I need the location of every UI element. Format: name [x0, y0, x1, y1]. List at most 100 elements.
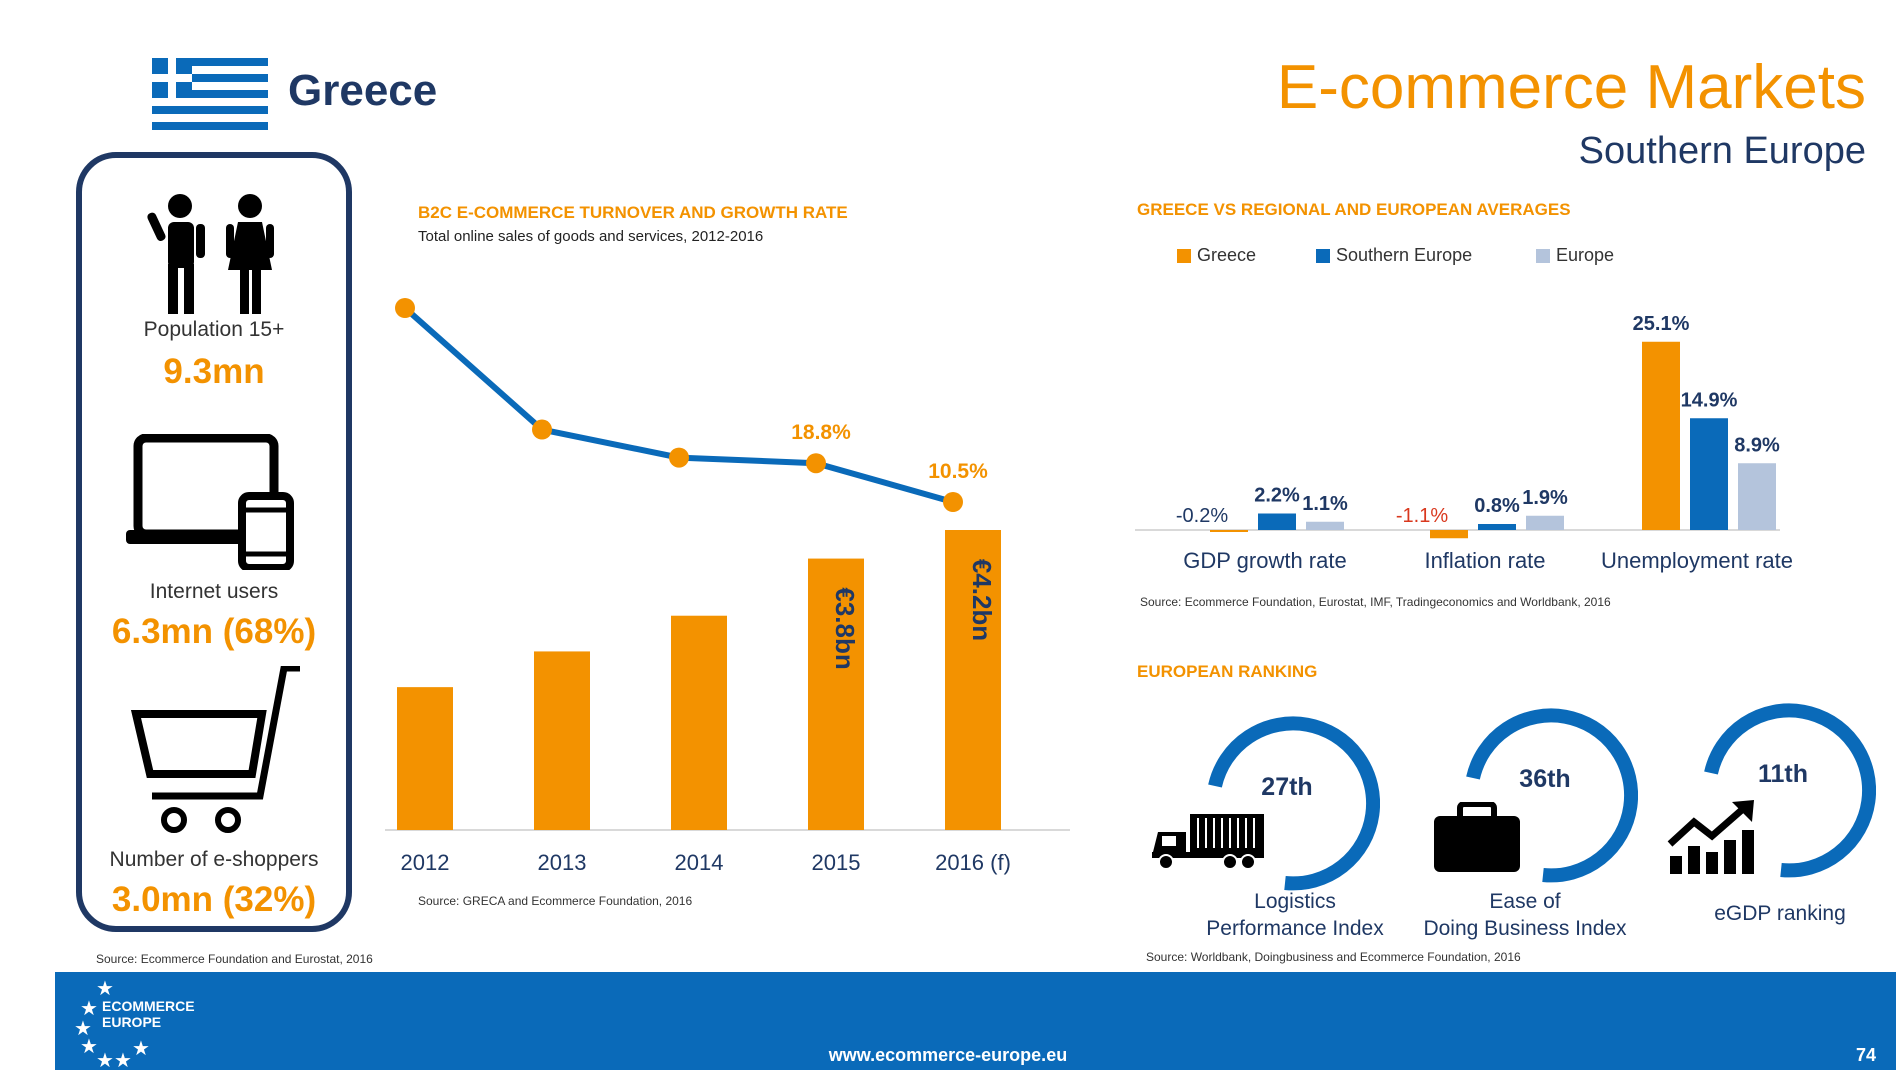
- rank-logistics: 27th: [1261, 773, 1313, 801]
- averages-bar-Greece: [1210, 530, 1248, 532]
- internet-users-value: 6.3mn (68%): [111, 612, 317, 651]
- population-value: 9.3mn: [163, 352, 265, 391]
- averages-bar-Europe: [1306, 521, 1344, 530]
- averages-category-label: Inflation rate: [1424, 548, 1545, 573]
- rank-doing-business: 36th: [1519, 765, 1571, 793]
- growth-rate-point: [532, 419, 552, 440]
- svg-text:★: ★: [114, 1048, 132, 1067]
- averages-bar-Southern Europe: [1690, 418, 1728, 530]
- averages-chart: -0.2% 2.2% 1.1% GDP growth rate -1.1% 0.8% 1.9…: [1135, 313, 1793, 573]
- shopping-cart-icon: [130, 666, 300, 833]
- turnover-bar-2015: [808, 558, 864, 830]
- turnover-x-tick: 2013: [538, 850, 587, 875]
- stats-panel: [76, 152, 352, 932]
- averages-bar-Greece: [1642, 341, 1680, 530]
- turnover-bar-label: €3.8bn: [830, 587, 860, 669]
- growth-rate-point: [943, 492, 963, 512]
- growth-rate-label: 18.8%: [791, 421, 851, 444]
- turnover-chart-title: B2C E-COMMERCE TURNOVER AND GROWTH RATE: [418, 203, 848, 222]
- growth-rate-point: [395, 298, 415, 318]
- e-shoppers-label: Number of e-shoppers: [109, 848, 319, 871]
- averages-bar-Greece: [1430, 530, 1468, 539]
- svg-text:★: ★: [80, 996, 98, 1020]
- ranking-label-logistics-2: Performance Index: [1206, 917, 1384, 940]
- svg-text:★: ★: [96, 976, 114, 1000]
- turnover-chart-subtitle: Total online sales of goods and services…: [418, 228, 764, 245]
- growth-rate-line: [403, 305, 954, 505]
- turnover-bar-2014: [671, 615, 727, 830]
- growth-rate-point: [669, 447, 689, 468]
- footer-url[interactable]: www.ecommerce-europe.eu: [828, 1045, 1068, 1065]
- page-number: 74: [1855, 1045, 1876, 1065]
- ranking-ring-egdp: [1704, 703, 1876, 878]
- averages-value-label: 2.2%: [1254, 485, 1300, 507]
- averages-category-label: Unemployment rate: [1601, 548, 1793, 573]
- averages-category-label: GDP growth rate: [1183, 548, 1346, 573]
- footer-bar: [55, 972, 1896, 1070]
- logo-text-line2: EUROPE: [102, 1014, 162, 1030]
- ranking-label-logistics-1: Logistics: [1254, 890, 1336, 913]
- legend-label-greece: Greece: [1197, 245, 1257, 265]
- devices-icon: [126, 434, 294, 570]
- averages-bar-Southern Europe: [1258, 513, 1296, 530]
- country-title: Greece: [288, 66, 438, 115]
- averages-value-label: 1.1%: [1302, 493, 1348, 515]
- briefcase-icon: [1434, 802, 1520, 872]
- ecommerce-europe-stars-icon: ★★★ ★★ ★ ★: [74, 976, 150, 1067]
- population-label: Population 15+: [143, 318, 285, 341]
- legend-swatch-europe: [1536, 248, 1550, 263]
- averages-bar-Europe: [1526, 515, 1564, 530]
- turnover-x-tick: 2014: [675, 850, 724, 875]
- page-title: E-commerce Markets: [1276, 53, 1866, 122]
- legend-label-europe: Europe: [1556, 245, 1615, 265]
- truck-icon: [1152, 814, 1264, 870]
- averages-value-label: -0.2%: [1176, 505, 1228, 527]
- stats-source: Source: Ecommerce Foundation and Eurosta…: [96, 952, 373, 966]
- greece-flag-icon: [152, 58, 268, 130]
- legend-swatch-greece: [1177, 248, 1191, 263]
- growth-rate-point: [806, 453, 826, 474]
- legend-label-southern-europe: Southern Europe: [1336, 245, 1473, 265]
- averages-value-label: 0.8%: [1474, 495, 1520, 517]
- averages-value-label: 8.9%: [1734, 434, 1780, 456]
- growth-rate-label: 10.5%: [928, 460, 988, 483]
- e-shoppers-value: 3.0mn (32%): [111, 880, 317, 919]
- internet-users-label: Internet users: [149, 580, 279, 603]
- page-subtitle: Southern Europe: [1578, 130, 1866, 172]
- legend-greece: Greece: [1177, 245, 1256, 266]
- turnover-chart: 2012 2013 2014 2015 €3.8bn 2016 (f) €4.2bn 18.8…: [385, 298, 1070, 875]
- svg-text:★: ★: [96, 1048, 114, 1067]
- turnover-bar-label: €4.2bn: [967, 559, 997, 641]
- ranking-source: Source: Worldbank, Doingbusiness and Eco…: [1146, 950, 1521, 964]
- svg-text:★: ★: [132, 1036, 150, 1060]
- ranking-ring-doing-business: [1466, 708, 1638, 883]
- ranking-label-business-2: Doing Business Index: [1423, 917, 1627, 940]
- logo-text-line1: ECOMMERCE: [102, 998, 195, 1014]
- turnover-x-tick: 2015: [812, 850, 861, 875]
- averages-chart-title: GREECE VS REGIONAL AND EUROPEAN AVERAGES: [1137, 200, 1571, 219]
- svg-text:★: ★: [80, 1034, 98, 1058]
- averages-value-label: 1.9%: [1522, 487, 1568, 509]
- legend-southern-europe: Southern Europe: [1316, 245, 1472, 266]
- averages-source: Source: Ecommerce Foundation, Eurostat, …: [1140, 595, 1611, 609]
- ranking-label-egdp: eGDP ranking: [1714, 902, 1846, 925]
- turnover-x-tick: 2012: [401, 850, 450, 875]
- ranking-label-business-1: Ease of: [1489, 890, 1561, 913]
- turnover-bar-2016 (f): [945, 530, 1001, 830]
- turnover-bar-2013: [534, 651, 590, 830]
- turnover-source: Source: GRECA and Ecommerce Foundation, …: [418, 894, 693, 908]
- rank-egdp: 11th: [1757, 760, 1809, 788]
- averages-value-label: 14.9%: [1681, 389, 1738, 411]
- averages-bar-Southern Europe: [1478, 524, 1516, 530]
- svg-text:★: ★: [74, 1016, 92, 1040]
- growth-chart-icon: [1667, 800, 1754, 874]
- turnover-x-tick: 2016 (f): [935, 850, 1011, 875]
- averages-value-label: -1.1%: [1396, 505, 1448, 527]
- turnover-bar-2012: [397, 687, 453, 830]
- legend-swatch-southern-europe: [1316, 248, 1330, 263]
- ranking-ring-logistics: [1208, 716, 1380, 891]
- averages-bar-Europe: [1738, 463, 1776, 530]
- ranking-title: EUROPEAN RANKING: [1137, 662, 1318, 681]
- people-icon: [147, 194, 274, 314]
- legend-europe: Europe: [1536, 245, 1614, 266]
